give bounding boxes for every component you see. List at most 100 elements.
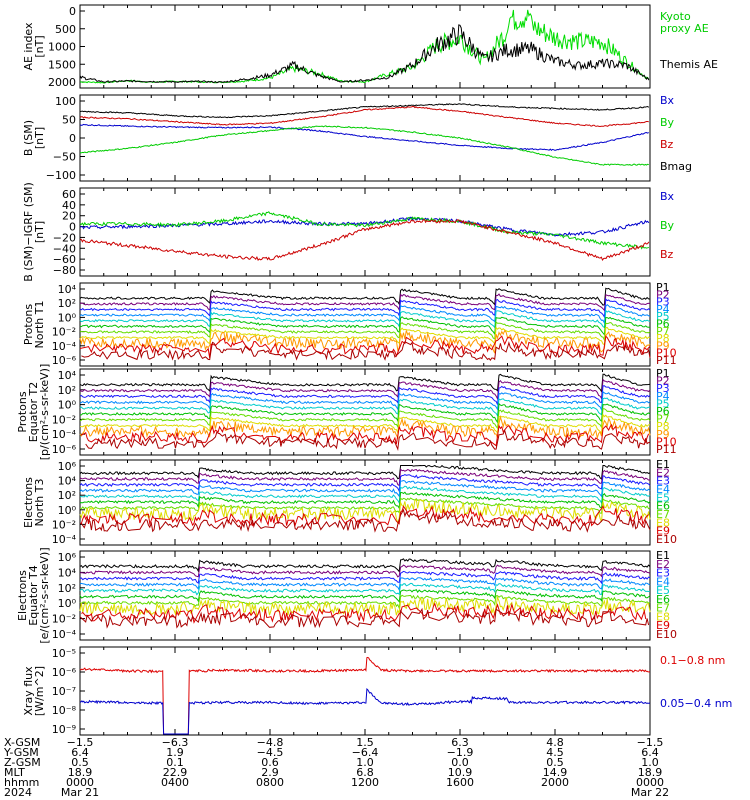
legend-e1: E1: [656, 458, 670, 471]
y-tick-label: 10⁻²: [52, 613, 76, 626]
x-axis-value: 6.3: [451, 736, 469, 749]
x-axis-value: 0.1: [166, 756, 184, 769]
legend-label: By: [660, 116, 675, 129]
legend-label: Bx: [660, 190, 675, 203]
channel-line-p8: [79, 413, 651, 436]
legend-label: By: [660, 219, 675, 232]
y-axis-label: [e/(cm²-s-sr-keV)]: [38, 547, 51, 643]
x-axis-value: 2.9: [261, 766, 279, 779]
x-axis-value: 18.9: [68, 766, 93, 779]
y-tick-label: 10⁻⁸: [52, 704, 77, 717]
x-axis-value: 0000: [66, 776, 94, 789]
x-axis-value: 10.9: [448, 766, 473, 779]
legend-e9: E9: [656, 619, 670, 632]
x-axis-value: 0.5: [546, 756, 564, 769]
channel-line-e4: [79, 577, 651, 592]
x-axis-value: 1600: [446, 776, 474, 789]
channel-line-e5: [79, 582, 651, 596]
channel-line-e4: [79, 479, 651, 498]
legend-e5: E5: [656, 584, 670, 597]
channel-line-p4: [79, 304, 651, 325]
y-axis-label: [nT]: [33, 35, 46, 57]
y-tick-label: −60: [53, 253, 76, 266]
y-tick-label: 100: [55, 95, 76, 108]
x-axis-row-label: hhmm: [4, 776, 39, 789]
y-tick-label: 10⁻⁶: [52, 666, 77, 679]
channel-line-e10: [79, 508, 651, 533]
channel-line-e2: [79, 468, 651, 487]
channel-line-p8: [79, 326, 651, 346]
legend-p1: P1: [656, 367, 670, 380]
legend-label: Themis AE: [659, 58, 718, 71]
y-axis-label: Electrons: [16, 570, 29, 621]
y-axis-label: Protons: [16, 391, 29, 432]
x-axis-value: 22.9: [163, 766, 188, 779]
y-tick-label: 10⁻²: [52, 413, 76, 426]
x-axis-value: 0.5: [71, 756, 89, 769]
x-axis-value: 14.9: [543, 766, 568, 779]
x-axis-value: 4.5: [546, 746, 564, 759]
legend-e7: E7: [656, 508, 670, 521]
y-tick-label: 10⁶: [58, 551, 77, 564]
channel-line-p10: [79, 335, 651, 359]
y-tick-label: 10⁻⁴: [52, 428, 77, 441]
y-tick-label: 10⁻⁶: [52, 354, 77, 367]
x-axis-value: 4.8: [546, 736, 564, 749]
legend-e8: E8: [656, 610, 670, 623]
channel-line-p4: [79, 390, 651, 412]
x-axis-value: 6.4: [641, 746, 659, 759]
series-line-kyoto-proxy-ae: [79, 9, 650, 84]
legend-e8: E8: [656, 516, 670, 529]
legend-p8: P8: [656, 420, 670, 433]
channel-line-p3: [79, 297, 651, 319]
channel-line-e8: [79, 499, 651, 526]
x-axis-value: 6.8: [356, 766, 374, 779]
y-tick-label: 10²: [58, 297, 76, 310]
x-axis-value: 6.4: [71, 746, 89, 759]
channel-line-e5: [79, 485, 651, 505]
legend-e9: E9: [656, 525, 670, 538]
legend-e10: E10: [656, 628, 677, 641]
channel-line-p6: [79, 402, 651, 424]
panel-ae: 0 500 1000 1500 2000 AE index[nT]: [22, 4, 651, 89]
panel-frame: [79, 646, 651, 736]
x-axis-value: 1.0: [356, 756, 374, 769]
x-axis-value: −1.9: [447, 746, 474, 759]
channel-line-e1: [79, 558, 651, 573]
channel-line-p1: [79, 287, 651, 306]
y-axis-label: Equator T4: [27, 565, 40, 625]
y-tick-label: 10²: [58, 582, 76, 595]
x-axis-value: −1.5: [637, 736, 664, 749]
channel-line-p1: [79, 373, 651, 394]
legend-label: proxy AE: [660, 22, 709, 35]
x-axis-value: 0800: [256, 776, 284, 789]
y-tick-label: 10⁻⁴: [52, 628, 77, 641]
y-axis-label: B (SM): [22, 120, 35, 156]
y-axis-label: North T1: [33, 301, 46, 349]
legend-p11: P11: [656, 354, 677, 367]
channel-line-e7: [79, 594, 651, 611]
y-tick-label: 10²: [58, 489, 76, 502]
y-axis-label: [p/(cm²-s-sr-keV)]: [38, 364, 51, 461]
x-axis-value: −6.3: [162, 736, 189, 749]
series-line-bz: [79, 218, 650, 261]
x-axis-value: 1200: [351, 776, 379, 789]
y-tick-label: 2000: [48, 76, 76, 89]
channel-line-e3: [79, 474, 651, 493]
x-axis-value: −1.5: [67, 736, 94, 749]
channel-line-p5: [79, 397, 651, 418]
channel-line-e3: [79, 570, 651, 585]
y-tick-label: 10⁻⁷: [52, 685, 76, 698]
y-axis-label: [W/m^2]: [33, 666, 46, 716]
panel-frame: [79, 187, 651, 277]
y-axis-label: North T3: [33, 479, 46, 527]
x-axis-value: 0.0: [451, 756, 469, 769]
x-axis-row-label: 2024: [4, 786, 32, 799]
x-axis-row-label: Z-GSM: [4, 756, 41, 769]
panel-xray: 10⁻⁵ 10⁻⁶ 10⁻⁷ 10⁻⁸ 10⁻⁹ Xray flux[W/m^2]: [22, 646, 651, 736]
x-axis-value: 0000: [636, 776, 664, 789]
